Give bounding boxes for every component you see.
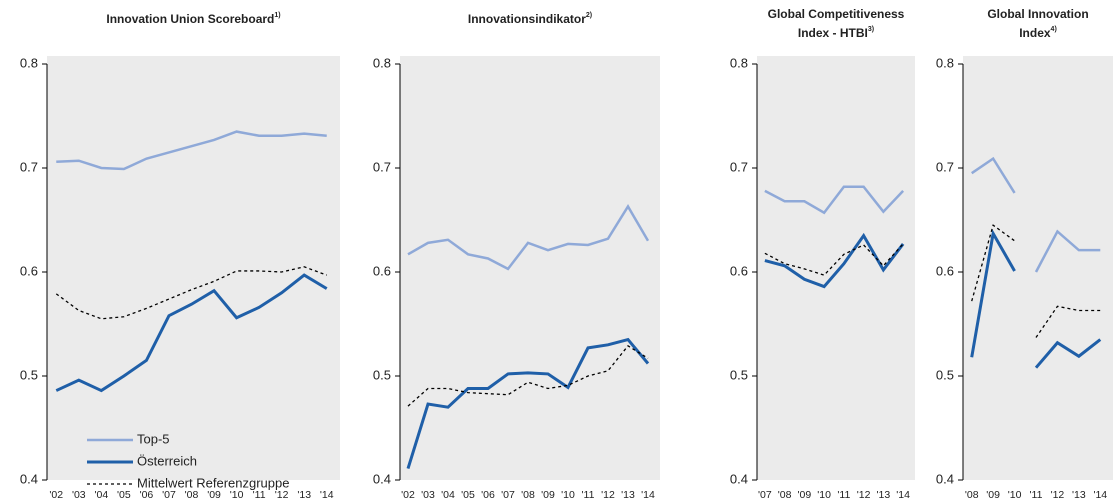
x-tick-label: '05 <box>117 489 131 501</box>
x-tick-label: '04 <box>441 489 455 501</box>
panel-title: Global Innovation <box>987 7 1088 21</box>
series-line <box>407 204 650 271</box>
panel-title: Global Competitiveness <box>768 7 905 21</box>
x-tick-label: '12 <box>275 489 289 501</box>
series-line <box>764 243 904 276</box>
title-line: Global Innovation <box>987 7 1088 21</box>
legend-label: Österreich <box>137 453 197 468</box>
y-tick-label: 0.8 <box>20 55 38 70</box>
x-tick-label: '02 <box>401 489 415 501</box>
title-note: 1) <box>274 12 280 19</box>
x-tick-label: '03 <box>421 489 435 501</box>
series-line <box>1035 305 1101 338</box>
x-tick-label: '06 <box>140 489 154 501</box>
y-tick-label: 0.8 <box>373 55 391 70</box>
title-line: Index <box>1019 26 1051 40</box>
x-tick-label: '14 <box>1093 489 1107 501</box>
x-tick-label: '11 <box>582 489 595 501</box>
x-tick-label: '04 <box>95 489 109 501</box>
y-tick-label: 0.5 <box>373 367 391 382</box>
x-tick-label: '10 <box>230 489 244 501</box>
panel-title: Index4) <box>1019 26 1057 40</box>
x-tick-label: '13 <box>877 489 891 501</box>
series-line <box>764 185 905 215</box>
y-tick-label: 0.4 <box>20 471 38 486</box>
x-tick-label: '09 <box>541 489 555 501</box>
x-tick-label: '14 <box>320 489 334 501</box>
series-line <box>55 273 328 393</box>
title-line: Innovation Union Scoreboard <box>106 12 274 26</box>
y-tick-label: 0.6 <box>20 263 38 278</box>
y-tick-label: 0.5 <box>730 367 748 382</box>
y-tick-label: 0.5 <box>936 367 954 382</box>
y-tick-label: 0.7 <box>730 159 748 174</box>
series-line <box>1034 229 1101 273</box>
x-tick-label: '10 <box>561 489 575 501</box>
title-note: 4) <box>1051 26 1057 33</box>
y-tick-label: 0.5 <box>20 367 38 382</box>
x-tick-label: '13 <box>1072 489 1086 501</box>
x-tick-label: '08 <box>965 489 979 501</box>
plot-background <box>757 56 915 480</box>
y-tick-label: 0.6 <box>730 263 748 278</box>
series-line <box>971 224 1015 302</box>
title-line: Global Competitiveness <box>768 7 905 21</box>
y-tick-label: 0.8 <box>730 55 748 70</box>
title-line: Index - HTBI <box>798 26 868 40</box>
legend-label: Top-5 <box>137 431 170 446</box>
x-tick-label: '08 <box>521 489 535 501</box>
x-tick-label: '11 <box>253 489 266 501</box>
series-line <box>764 232 905 289</box>
panel-title: Innovation Union Scoreboard1) <box>106 12 280 26</box>
y-tick-label: 0.6 <box>373 263 391 278</box>
panel-title: Innovationsindikator2) <box>468 12 592 26</box>
x-tick-label: '03 <box>72 489 86 501</box>
x-tick-label: '09 <box>986 489 1000 501</box>
x-tick-label: '12 <box>1051 489 1065 501</box>
title-note: 3) <box>868 26 874 33</box>
x-tick-label: '09 <box>207 489 221 501</box>
x-tick-label: '09 <box>798 489 812 501</box>
x-tick-label: '05 <box>461 489 475 501</box>
x-tick-label: '13 <box>297 489 311 501</box>
y-tick-label: 0.7 <box>20 159 38 174</box>
y-tick-label: 0.7 <box>373 159 391 174</box>
x-tick-label: '11 <box>1030 489 1043 501</box>
x-tick-label: '08 <box>778 489 792 501</box>
series-line <box>1034 338 1102 369</box>
y-tick-label: 0.8 <box>936 55 954 70</box>
y-tick-label: 0.4 <box>730 471 748 486</box>
x-tick-label: '14 <box>896 489 910 501</box>
series-line <box>406 337 650 470</box>
plot-background <box>400 56 660 480</box>
y-tick-label: 0.4 <box>373 471 391 486</box>
x-tick-label: '14 <box>641 489 655 501</box>
x-tick-label: '07 <box>758 489 772 501</box>
x-tick-label: '11 <box>837 489 850 501</box>
panel-title: Index - HTBI3) <box>798 26 874 40</box>
series-line <box>55 266 327 320</box>
x-tick-label: '12 <box>601 489 615 501</box>
x-tick-label: '02 <box>49 489 63 501</box>
x-tick-label: '07 <box>162 489 176 501</box>
title-line: Innovationsindikator <box>468 12 586 26</box>
x-tick-label: '07 <box>501 489 515 501</box>
x-tick-label: '10 <box>817 489 831 501</box>
x-tick-label: '10 <box>1008 489 1022 501</box>
x-tick-label: '13 <box>621 489 635 501</box>
series-line <box>56 130 327 171</box>
title-note: 2) <box>586 12 592 19</box>
y-tick-label: 0.7 <box>936 159 954 174</box>
x-tick-label: '06 <box>481 489 495 501</box>
series-line <box>971 156 1016 194</box>
plot-background <box>47 56 340 480</box>
x-tick-label: '08 <box>185 489 199 501</box>
y-tick-label: 0.4 <box>936 471 954 486</box>
legend-label: Mittelwert Referenzgruppe <box>137 475 289 490</box>
y-tick-label: 0.6 <box>936 263 954 278</box>
x-tick-label: '12 <box>857 489 871 501</box>
series-line <box>970 229 1016 358</box>
